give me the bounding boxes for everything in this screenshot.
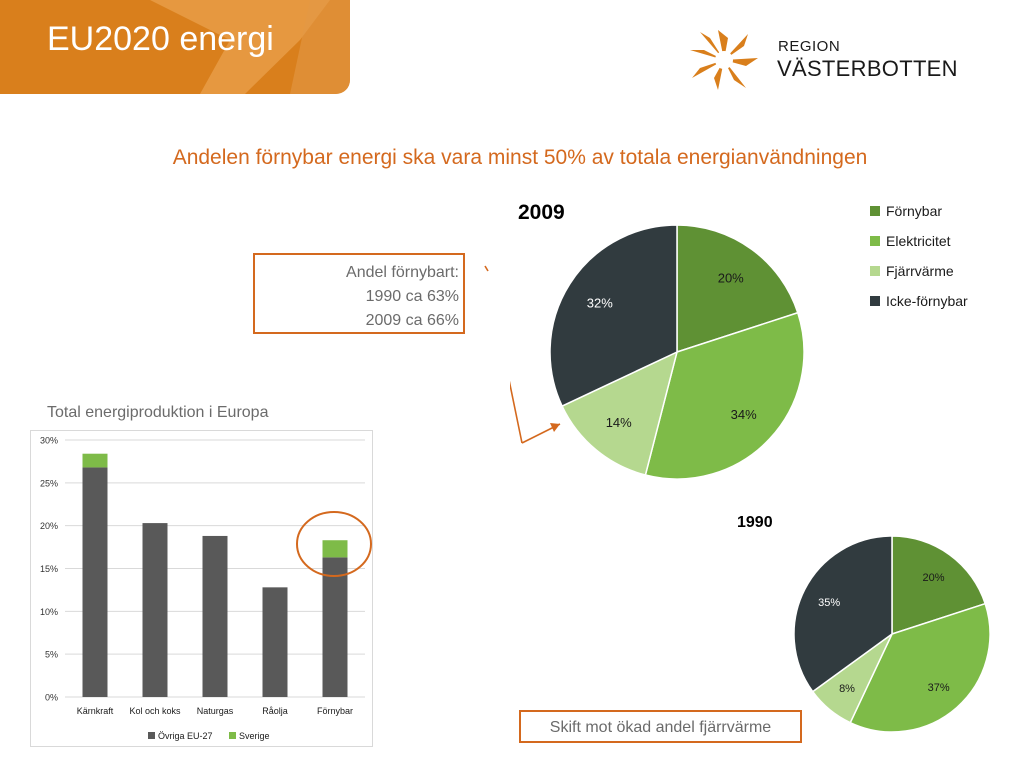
pie-2009-label-2: 14% — [606, 415, 632, 430]
pie-2009-label-1: 34% — [731, 407, 757, 422]
bar-chart: 0% 5% 10% 15% 20% 25% 30% Kärnkraft Kol och koks… — [30, 430, 373, 747]
legend-swatch-1 — [870, 236, 880, 247]
pie-1990-label-3: 35% — [818, 597, 840, 609]
shift-callout: Skift mot ökad andel fjärrvärme — [519, 710, 802, 743]
bar-legend-label-1: Sverige — [239, 731, 270, 741]
slide-title: EU2020 energi — [47, 20, 274, 58]
x-tick-label-2: Naturgas — [197, 706, 234, 716]
legend-swatch-2 — [870, 266, 880, 277]
legend-item-2: Fjärrvärme — [870, 262, 954, 280]
pie-1990: 20% 37% 8% 35% — [793, 535, 991, 733]
legend-swatch-3 — [870, 296, 880, 307]
x-tick-label-4: Förnybar — [317, 706, 353, 716]
pie-1990-label-0: 20% — [922, 572, 944, 584]
y-tick-label-5: 25% — [40, 478, 58, 488]
highlight-circle — [296, 511, 372, 577]
legend-label-1: Elektricitet — [886, 233, 951, 249]
pie-1990-slice-0 — [891, 535, 987, 636]
pie-1990-title: 1990 — [737, 514, 773, 531]
y-tick-label-2: 10% — [40, 607, 58, 617]
pie-2009-slice-1 — [644, 311, 805, 480]
pie-2009: 20% 34% 14% 32% — [549, 224, 805, 480]
legend-label-2: Fjärrvärme — [886, 263, 954, 279]
y-tick-label-4: 20% — [40, 521, 58, 531]
y-tick-label-0: 0% — [45, 693, 58, 703]
star-burst-logo-icon — [690, 30, 758, 90]
bar-legend-swatch-0 — [148, 732, 155, 739]
callout-arrow — [510, 380, 561, 444]
pie-1990-label-1: 37% — [928, 682, 950, 694]
bar-1-series-0 — [142, 523, 168, 697]
callout-line1: Andel förnybart: — [346, 264, 459, 281]
bar-chart-title: Total energiproduktion i Europa — [47, 404, 269, 421]
legend-label-0: Förnybar — [886, 203, 943, 219]
y-tick-label-6: 30% — [40, 436, 58, 446]
pie-2009-slice-3 — [549, 224, 678, 408]
pie-2009-label-3: 32% — [587, 296, 613, 311]
pie-1990-slice-3 — [793, 535, 893, 693]
pie-2009-slice-0 — [676, 224, 799, 354]
legend-item-0: Förnybar — [870, 202, 942, 220]
x-tick-label-0: Kärnkraft — [77, 706, 114, 716]
y-tick-label-3: 15% — [40, 564, 58, 574]
x-tick-label-3: Råolja — [262, 706, 288, 716]
legend-swatch-0 — [870, 206, 880, 217]
logo-line1: REGION — [778, 38, 841, 55]
legend-item-1: Elektricitet — [870, 232, 951, 250]
bar-legend-label-0: Övriga EU-27 — [158, 731, 213, 741]
pie-2009-title: 2009 — [518, 201, 565, 224]
bar-4-series-0 — [322, 557, 348, 697]
logo-line2: VÄSTERBOTTEN — [777, 56, 958, 81]
bar-0-series-1 — [82, 453, 108, 468]
legend-item-3: Icke-förnybar — [870, 292, 968, 310]
header-band — [0, 0, 350, 94]
bar-0-series-0 — [82, 467, 108, 697]
bar-legend-swatch-1 — [229, 732, 236, 739]
callout-arrow-start — [484, 265, 489, 272]
pie-1990-slice-1 — [849, 602, 991, 733]
callout-line3: 2009 ca 66% — [365, 312, 459, 329]
decorative-star-icon — [150, 0, 350, 94]
bar-4-series-1 — [322, 540, 348, 558]
slide-subtitle: Andelen förnybar energi ska vara minst 5… — [172, 146, 868, 169]
bar-2-series-0 — [202, 535, 228, 697]
bar-3-series-0 — [262, 587, 288, 697]
pie-1990-label-2: 8% — [839, 683, 855, 695]
legend-label-3: Icke-förnybar — [886, 293, 968, 309]
y-tick-label-1: 5% — [45, 650, 58, 660]
x-tick-label-1: Kol och koks — [129, 706, 181, 716]
pie-2009-label-0: 20% — [718, 271, 744, 286]
renewable-share-callout: Andel förnybart: 1990 ca 63% 2009 ca 66% — [253, 253, 465, 334]
pie-2009-slice-2 — [561, 350, 679, 476]
callout-line2: 1990 ca 63% — [365, 288, 459, 305]
bar-chart-frame — [30, 430, 373, 747]
